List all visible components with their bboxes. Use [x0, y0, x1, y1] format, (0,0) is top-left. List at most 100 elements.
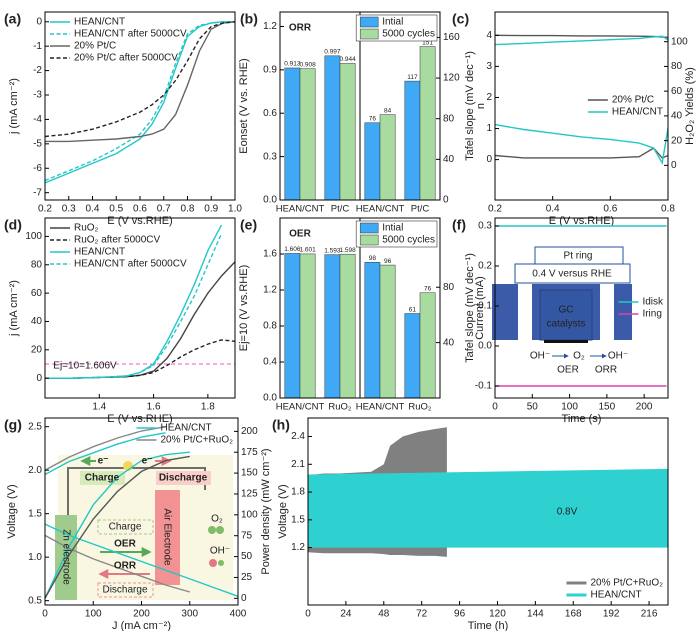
legend-label: HEAN/CNT	[160, 423, 211, 434]
y2-tick-label: 0	[671, 160, 677, 171]
series-line	[45, 21, 235, 182]
bar-value-label: 76	[369, 115, 377, 122]
annotation: 0.8V	[557, 507, 578, 518]
series-line	[45, 233, 223, 379]
legend-label: Intial	[382, 17, 403, 28]
y2-axis-label: Power density (mW cm⁻²)	[260, 448, 272, 574]
y-tick-label: -5	[33, 138, 42, 149]
legend-swatch	[359, 222, 379, 234]
y-tick-label: 4	[486, 30, 492, 41]
x-tick-label: 0.6	[133, 204, 147, 215]
panel: (a) -7 -6 -5 -4 -3 -2 -1 0 0.2 0.3 0.4 0.5 0.6 0.7 0.8 0…	[4, 11, 242, 227]
bar	[339, 63, 356, 200]
y-tick-label: 0.9	[263, 64, 277, 75]
oh-atom	[218, 560, 224, 566]
series-line	[495, 35, 668, 46]
y-tick-label: 2.5	[28, 421, 42, 432]
y-tick-label: 1.2	[291, 542, 305, 553]
annotation: Ej=10=1.606V	[53, 361, 117, 372]
x-axis-label: E (V vs.RHE)	[107, 215, 172, 227]
y-tick-label: -6	[33, 163, 42, 174]
series-line	[495, 147, 668, 159]
discharge-box	[156, 471, 211, 485]
y-tick-label: 0.4	[263, 357, 277, 368]
x-tick-label: 120	[489, 609, 506, 620]
annotation: ORR	[595, 365, 617, 376]
y-tick-label: 20	[31, 344, 43, 355]
frame	[307, 417, 669, 606]
panel-label: (d)	[4, 217, 22, 233]
annotation: OH⁻	[210, 546, 230, 557]
x-axis-label: Time (h)	[468, 620, 509, 631]
x-axis-label: E (V vs.RHE)	[549, 215, 614, 227]
series-line	[45, 451, 190, 599]
panel-label: (a)	[4, 11, 21, 27]
y-tick-label: 40	[31, 316, 43, 327]
series-line	[45, 339, 235, 379]
y2-tick-label: 40	[671, 111, 683, 122]
y-tick-label: 0.1	[478, 301, 492, 312]
series-line	[45, 432, 166, 476]
frame	[44, 217, 236, 399]
plot-area	[45, 426, 238, 599]
annotation: GC	[559, 305, 574, 316]
legend-label: 5000 cycles	[382, 29, 435, 40]
plot-area	[284, 253, 436, 398]
rde-schematic	[492, 246, 632, 359]
legend-label: HEAN/CNT	[612, 107, 663, 118]
y-tick-label: 1.5	[291, 514, 305, 525]
y2-tick-label: 125	[241, 489, 258, 500]
bar	[364, 122, 381, 200]
series-line	[495, 34, 668, 39]
y-axis-label: Voltage (V)	[277, 484, 289, 538]
bar	[324, 254, 341, 398]
legend-label: HEAN/CNT	[74, 17, 125, 28]
y-tick-label: 1	[486, 123, 492, 134]
annotation: OH⁻	[608, 351, 628, 362]
y-tick-label: 1.0	[28, 552, 42, 563]
y2-tick-label: 160	[443, 32, 460, 43]
y2-axis-label: H₂O₂ Yields (%)	[684, 67, 696, 145]
y2-tick-label: 0	[443, 195, 449, 206]
x-tick-label: 0.2	[488, 204, 502, 215]
y-axis-label: n	[475, 103, 487, 109]
panel-label: (f)	[452, 217, 466, 233]
legend-label: Intial	[382, 223, 403, 234]
bar-value-label: 0.944	[339, 56, 356, 63]
x-tick-label: 1.4	[92, 402, 106, 413]
y2-tick-label: 175	[241, 447, 258, 458]
panel: (h) 1.2 1.5 1.8 2.1 2.4 0 24 48 72 96 120 144 168 192 2…	[272, 417, 669, 631]
x-tick-label: 400	[230, 609, 247, 620]
x-tick-label: 0	[42, 609, 48, 620]
frame	[494, 11, 669, 201]
y-tick-label: 2.1	[291, 459, 305, 470]
x-tick-label: 0.8	[181, 204, 195, 215]
legend-label: RuO₂	[74, 223, 99, 234]
y2-tick-label: 100	[241, 509, 258, 520]
annotation: Charge	[109, 522, 142, 533]
legend-label: RuO₂ after 5000CV	[74, 235, 160, 246]
panel-label: (g)	[4, 417, 22, 433]
annotation: Charge	[85, 473, 120, 484]
legend-swatch	[359, 234, 379, 246]
x-tick-label: 200	[133, 609, 150, 620]
bar	[404, 313, 421, 398]
legend-label: 20% Pt/C+RuO₂	[160, 435, 233, 446]
panel: (e) 0.0 0.4 0.8 1.2 1.6 40 80 Ej=10 (V vs.RHE) Ta…	[238, 217, 476, 413]
y-tick-label: 0	[36, 16, 42, 27]
legend-label: 20% Pt/C after 5000CV	[74, 53, 178, 64]
panel: (g) 0.5 1.0 1.5 2.0 2.5 0 25 50 75 100 125 150 175 200…	[4, 417, 272, 631]
plot-area	[495, 34, 668, 165]
x-tick-label: 168	[565, 609, 582, 620]
bar-value-label: 84	[384, 107, 392, 114]
bar-value-label: 76	[424, 285, 432, 292]
x-tick-label: 0.4	[86, 204, 100, 215]
legend-label: Idisk	[642, 297, 664, 308]
y-tick-label: 0	[486, 154, 492, 165]
y-tick-label: 100	[25, 231, 42, 242]
annotation: e⁻	[98, 456, 109, 467]
legend-label: 20% Pt/C	[74, 41, 116, 52]
